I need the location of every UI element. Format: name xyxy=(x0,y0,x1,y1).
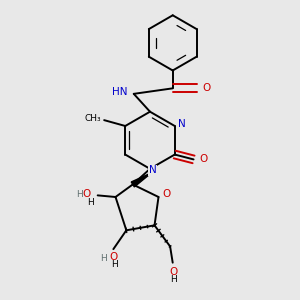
Text: H: H xyxy=(87,198,94,207)
Text: O: O xyxy=(202,83,210,93)
Text: N: N xyxy=(149,165,157,176)
Text: HN: HN xyxy=(112,87,128,97)
Text: H: H xyxy=(112,260,118,269)
Text: N: N xyxy=(178,119,186,129)
Text: H: H xyxy=(76,190,83,199)
Text: O: O xyxy=(82,189,91,199)
Text: O: O xyxy=(199,154,207,164)
Text: H: H xyxy=(170,275,177,284)
Text: O: O xyxy=(163,189,171,199)
Polygon shape xyxy=(131,173,152,187)
Text: O: O xyxy=(109,252,118,262)
Text: CH₃: CH₃ xyxy=(85,114,102,123)
Text: O: O xyxy=(169,267,178,277)
Text: H: H xyxy=(100,254,107,263)
